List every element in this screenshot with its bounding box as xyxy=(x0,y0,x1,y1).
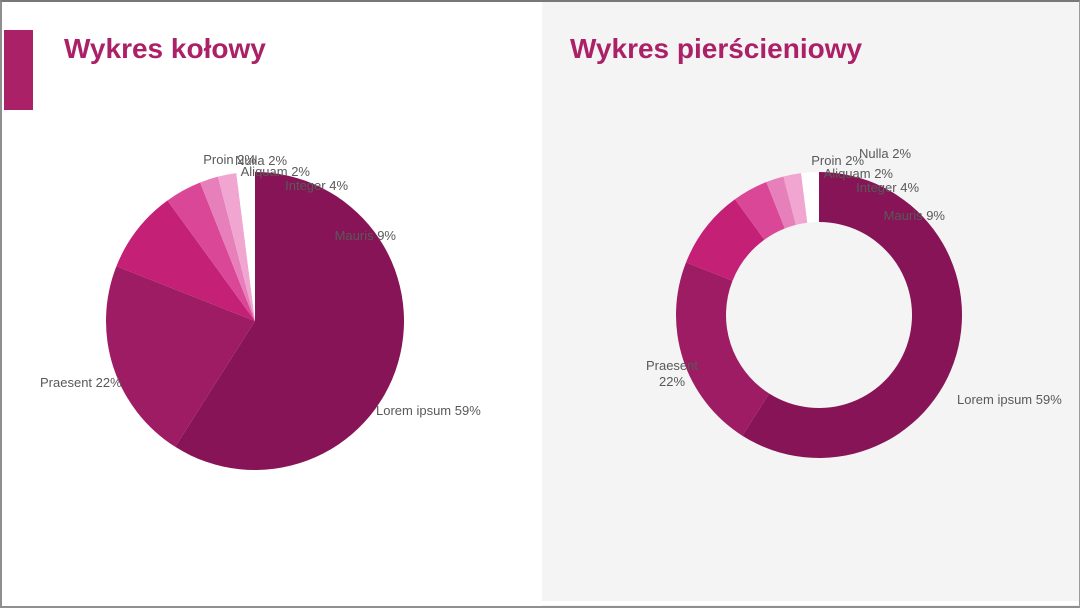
pie-label-integer: Integer 4% xyxy=(856,180,919,195)
donut-label-proin: Proin 2% xyxy=(203,152,256,167)
pie-label-proin: Proin 2% xyxy=(811,153,864,168)
donut-label-mauris: Mauris 9% xyxy=(334,228,396,243)
donut-panel xyxy=(542,2,1079,606)
pie-label-aliquam: Aliquam 2% xyxy=(823,166,893,181)
donut-slice-praesent xyxy=(676,262,770,436)
pie-slice-proin xyxy=(217,173,255,321)
pie-label-mauris: Mauris 9% xyxy=(883,208,945,223)
donut-label-lorem-ipsum: Lorem ipsum 59% xyxy=(957,392,1062,407)
pie-slice-aliquam xyxy=(200,176,255,321)
accent-block xyxy=(4,30,33,110)
donut-slice-integer xyxy=(734,182,785,240)
donut-slice-aliquam xyxy=(766,176,796,229)
pie-label-nulla: Nulla 2% xyxy=(235,153,288,168)
donut-slice-nulla xyxy=(801,172,819,223)
pie-chart-title: Wykres kołowy xyxy=(64,33,266,64)
donut-slice-proin xyxy=(783,173,808,225)
panel-bottom-line xyxy=(542,601,1079,605)
pie-slice-mauris xyxy=(116,200,255,321)
donut-chart xyxy=(676,172,963,459)
pie-slice-praesent xyxy=(106,266,255,447)
pie-slice-integer xyxy=(167,182,255,321)
donut-label-integer: Integer 4% xyxy=(285,178,348,193)
donut-slice-mauris xyxy=(686,199,765,281)
pie-slice-nulla xyxy=(236,172,255,321)
donut-label-aliquam: Aliquam 2% xyxy=(240,164,310,179)
pie-label-praesent: Praesent 22% xyxy=(40,375,122,390)
pie-slice-lorem-ipsum xyxy=(175,172,404,471)
pie-chart xyxy=(106,172,404,471)
donut-label-praesent: Praesent 22% xyxy=(645,358,699,389)
pie-label-lorem-ipsum: Lorem ipsum 59% xyxy=(376,403,481,418)
donut-chart-title: Wykres pierścieniowy xyxy=(570,33,863,64)
donut-slice-lorem-ipsum xyxy=(742,172,963,459)
donut-label-nulla: Nulla 2% xyxy=(859,146,912,161)
